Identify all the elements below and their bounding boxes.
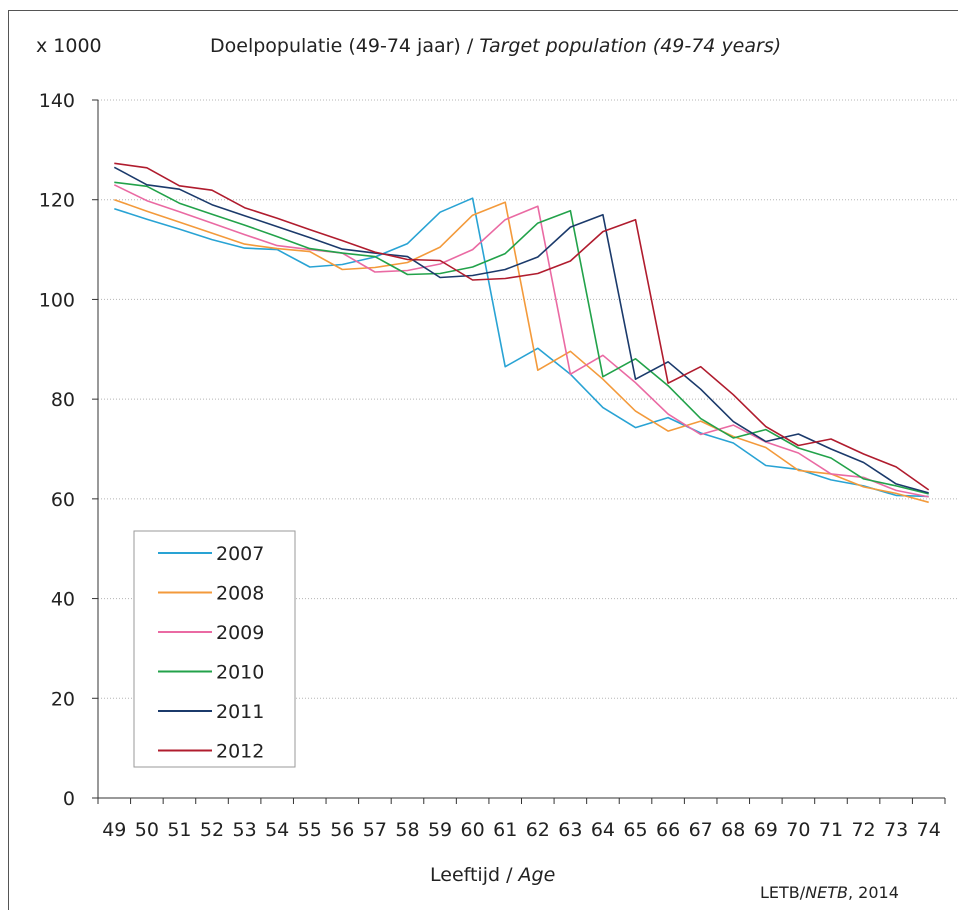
series-line-2007	[114, 197, 929, 498]
x-tick-label: 49	[102, 819, 126, 841]
legend-label: 2007	[216, 543, 264, 565]
x-tick-label: 67	[689, 819, 713, 841]
chart-title: Doelpopulatie (49-74 jaar) / Target popu…	[210, 35, 781, 57]
y-tick-labels: 0 20 40 60 80 100 120 140	[39, 90, 75, 810]
chart-title-en: Target population (49-74 years)	[479, 35, 781, 57]
legend: 2007 2008 2009 2010 2011 2012	[133, 530, 296, 768]
chart-frame	[8, 10, 958, 910]
x-tick-label: 69	[754, 819, 778, 841]
legend-box	[133, 530, 296, 768]
legend-item-2011: 2011	[158, 701, 264, 723]
x-tick-label: 53	[233, 819, 257, 841]
x-tick-label: 68	[721, 819, 745, 841]
series-lines	[113, 162, 930, 504]
x-axis-label: Leeftijd / Age	[430, 864, 555, 886]
series-line-2010	[114, 181, 929, 495]
source-org: LETB/	[760, 883, 806, 902]
chart-title-sep: /	[461, 35, 479, 57]
series-line-2008	[114, 198, 929, 504]
axes	[92, 99, 946, 804]
x-tick-label: 72	[851, 819, 875, 841]
x-tick-label: 71	[819, 819, 843, 841]
x-tick-label: 64	[591, 819, 615, 841]
x-tick-label: 60	[461, 819, 485, 841]
unit-label: x 1000	[36, 35, 102, 57]
y-tick-label: 120	[39, 190, 75, 212]
series-line-2011	[113, 166, 929, 494]
x-tick-label: 54	[265, 819, 289, 841]
legend-item-2009: 2009	[158, 622, 264, 644]
x-tick-label: 70	[786, 819, 810, 841]
legend-label: 2009	[216, 622, 264, 644]
legend-label: 2011	[216, 701, 264, 723]
y-tick-label: 60	[51, 489, 75, 511]
legend-item-2007: 2007	[158, 543, 264, 565]
x-tick-label: 62	[526, 819, 550, 841]
x-tick-label: 55	[298, 819, 322, 841]
source-note: LETB/NETB, 2014	[760, 883, 899, 902]
x-tick-label: 66	[656, 819, 680, 841]
grid-lines	[98, 99, 957, 699]
x-tick-label: 51	[167, 819, 191, 841]
x-tick-label: 52	[200, 819, 224, 841]
x-tick-label: 57	[363, 819, 387, 841]
x-tick-label: 58	[395, 819, 419, 841]
x-axis-label-nl: Leeftijd	[430, 864, 500, 886]
x-tick-labels: 49 50 51 52 53 54 55 56 57 58 59 60 61 62 63 64 65 66 67 68…	[102, 819, 941, 841]
chart-title-nl: Doelpopulatie (49-74 jaar)	[210, 35, 461, 57]
x-tick-label: 74	[917, 819, 941, 841]
x-tick-label: 59	[428, 819, 452, 841]
y-tick-label: 20	[51, 688, 75, 710]
legend-item-2008: 2008	[158, 583, 264, 605]
legend-item-2012: 2012	[158, 741, 264, 763]
legend-item-2010: 2010	[158, 662, 264, 684]
x-tick-label: 61	[493, 819, 517, 841]
x-tick-label: 56	[330, 819, 354, 841]
x-axis-label-en: Age	[517, 864, 556, 886]
y-tick-label: 100	[39, 289, 75, 311]
y-tick-label: 140	[39, 90, 75, 112]
legend-label: 2010	[216, 662, 264, 684]
source-org-it: NETB	[805, 883, 848, 902]
x-tick-label: 50	[135, 819, 159, 841]
y-tick-label: 40	[51, 589, 75, 611]
source-year: , 2014	[848, 883, 899, 902]
legend-label: 2012	[216, 741, 264, 763]
legend-label: 2008	[216, 583, 264, 605]
y-tick-label: 80	[51, 389, 75, 411]
x-tick-label: 73	[884, 819, 908, 841]
x-tick-label: 63	[558, 819, 582, 841]
y-tick-label: 0	[63, 788, 75, 810]
series-line-2009	[113, 184, 929, 498]
x-tick-label: 65	[623, 819, 647, 841]
x-axis-label-sep: /	[500, 864, 518, 886]
series-line-2012	[114, 162, 930, 491]
